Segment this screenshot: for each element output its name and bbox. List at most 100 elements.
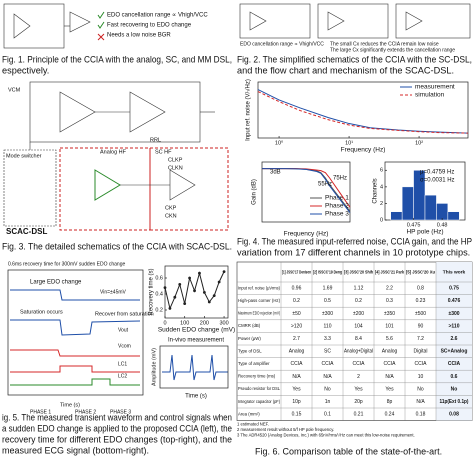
table-cell: 2 [357, 374, 360, 380]
x-tick-label: 300 [219, 320, 228, 326]
histogram-bar [447, 211, 460, 221]
x-tick-label: 200 [200, 320, 209, 326]
y-tick-label: 0.6 [155, 275, 163, 281]
plot-frame [257, 81, 469, 139]
table-cell: 10p [292, 399, 301, 405]
figure-caption: Fig. 6. Comparison table of the state-of… [255, 446, 442, 456]
table-cell: 101 [385, 323, 394, 329]
table-header: This work [443, 269, 466, 275]
x-tick-label: 0 [163, 320, 166, 326]
fig5-label: PHASE 1 [30, 409, 51, 415]
data-point [188, 276, 192, 280]
fig5-label: LC2 [118, 373, 127, 379]
fig5-label: LC1 [118, 361, 127, 367]
gain-annotation: 3dB [270, 170, 281, 176]
data-point [168, 307, 172, 310]
table-row-label: Type of DSL [238, 348, 262, 353]
table-cell: No [417, 386, 424, 392]
y-tick-label: 0.4 [155, 291, 163, 297]
table-cell: 20p [354, 399, 363, 405]
fig5-label: Time (s) [60, 402, 80, 408]
table-cell: 0.08 [449, 412, 459, 418]
table-cell: CCIA [353, 361, 366, 367]
figure-caption: Fig. 1. Principle of the CCIA with the a… [2, 54, 232, 64]
table-cell: Analog [289, 349, 305, 355]
fig2-note: EDO cancellation range ∝ Vhigh/VCC [240, 41, 324, 47]
table-row-label: Input ref. noise (μVrms) [238, 285, 281, 290]
table-cell: 0.2 [355, 298, 362, 304]
data-point [193, 289, 196, 293]
figure-caption: variation from 17 different channels in … [237, 247, 470, 257]
table-row-label: Integrator capacitor (pF) [238, 399, 281, 404]
table-header: [3] JSSC'20 Shih [344, 269, 373, 275]
x-axis-label: Time (s) [185, 394, 207, 400]
x-axis-label: HP pole (Hz) [406, 229, 443, 236]
table-cell: 0.476 [448, 298, 461, 304]
table-row-label: Power (μW) [238, 336, 261, 341]
data-line [257, 91, 469, 134]
figure-caption: Fig. 3. The detailed schematics of the C… [2, 241, 232, 251]
fig2-note: The small Cx reduces the CCIA remain low… [330, 41, 439, 47]
histogram-bar [424, 194, 437, 221]
data-line [257, 89, 469, 134]
data-point [198, 271, 201, 275]
table-note: 3 The ADR4520 (Analog Devices, Inc.) wit… [237, 433, 415, 438]
table-cell: 0.75 [449, 286, 459, 292]
y-axis-label: Recovery time (s) [149, 268, 155, 315]
legend-label: Phase 1 [325, 195, 349, 202]
fig3-schematic [3, 81, 229, 231]
x-tick-label: 10¹ [345, 140, 353, 146]
table-cell: 0.8 [417, 286, 424, 292]
table-cell: 90 [418, 323, 424, 329]
fig3-label: Analog HF [100, 149, 127, 155]
data-point [163, 286, 167, 289]
table-cell: 7.2 [417, 336, 424, 342]
fig5-waveforms [7, 269, 228, 396]
fig3-label: RRL [150, 137, 161, 143]
fig5-label: 0.6ms recovery time for 300mV sudden EDO… [8, 261, 125, 267]
y-tick-label: 0.2 [155, 307, 163, 313]
data-point [178, 283, 182, 286]
table-cell: N/A [416, 399, 425, 405]
x-axis-label: Frequency (Hz) [341, 147, 386, 154]
table-cell: ±300 [448, 311, 459, 317]
fig3-label: Mode switcher [6, 153, 42, 159]
table-cell: 0.23 [416, 298, 426, 304]
table-cell: 0.6 [451, 374, 458, 380]
figure-caption: measured ECG signal (bottom-right). [2, 445, 149, 455]
table-cell: 0.5 [324, 298, 331, 304]
table-cell: 0.18 [416, 412, 426, 418]
table-header: [5] JSSC'20 Xu [406, 269, 435, 275]
table-cell: Yes [354, 386, 363, 392]
table-cell: 2.7 [293, 336, 300, 342]
y-axis-label: Input ref. noise (V/√Hz) [245, 79, 252, 141]
this-work-column [436, 262, 472, 421]
gain-annotation: 55Hz [318, 182, 332, 188]
figure-caption: a sudden EDO change is applied to the pr… [2, 423, 232, 433]
y-tick-label: 6 [380, 168, 383, 174]
table-header: [4] JSSC'21 Park [375, 269, 404, 275]
table-cell: 0.1 [324, 412, 331, 418]
data-point [222, 270, 226, 273]
fig1-note: Fast recovering to EDO change [107, 23, 192, 29]
table-cell: No [324, 386, 331, 392]
histogram-bar [401, 186, 414, 221]
fig5-label: Vin=±45mV [100, 289, 127, 295]
table-cell: 0.2 [293, 298, 300, 304]
fig3-label: CKN [165, 213, 177, 219]
data-point [173, 295, 177, 299]
table-row-label: Pseudo resistor for DSL [238, 386, 281, 391]
fig1-note: Needs a low noise BGR [107, 33, 171, 39]
table-cell: N/A [385, 374, 394, 380]
table-cell: 0.24 [385, 412, 395, 418]
table-cell: 1n [325, 399, 331, 405]
fig1-note: EDO cancellation range ∝ Vhigh/VCC [107, 13, 208, 19]
table-cell: CCIA [448, 361, 461, 367]
table-cell: N/A [323, 374, 332, 380]
fig5-label: PHASE 3 [110, 409, 131, 415]
figure-caption: recovery time for different EDO changes … [2, 434, 232, 444]
plot-frame [261, 161, 351, 223]
fig3-label: CLKN [168, 165, 183, 171]
table-cell: 0.15 [292, 412, 302, 418]
